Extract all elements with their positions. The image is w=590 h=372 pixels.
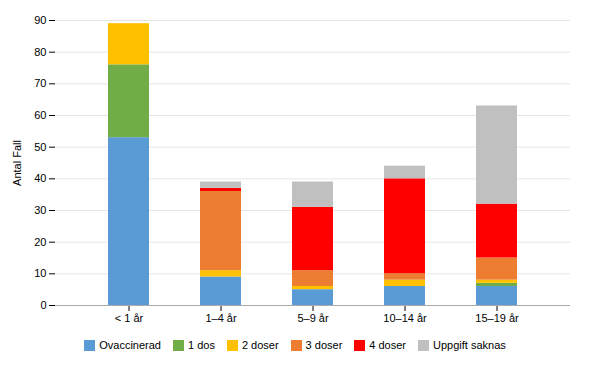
svg-text:Antal Fall: Antal Fall [11, 140, 23, 186]
svg-text:30: 30 [34, 204, 46, 216]
svg-text:0: 0 [40, 299, 46, 311]
svg-text:10–14 år: 10–14 år [383, 312, 427, 324]
svg-text:20: 20 [34, 236, 46, 248]
svg-text:80: 80 [34, 46, 46, 58]
svg-text:40: 40 [34, 172, 46, 184]
html-text:1 dos: 1 dos [188, 339, 215, 351]
svg-text:10: 10 [34, 267, 46, 279]
html-text:4 doser: 4 doser [369, 339, 406, 351]
html-text:2 doser: 2 doser [241, 339, 279, 351]
svg-text:5–9 år: 5–9 år [297, 312, 329, 324]
svg-text:1–4 år: 1–4 år [205, 312, 237, 324]
svg-text:50: 50 [34, 141, 46, 153]
svg-text:60: 60 [34, 109, 46, 121]
svg-text:< 1 år: < 1 år [115, 312, 144, 324]
svg-text:15–19 år: 15–19 år [475, 312, 519, 324]
html-text:Uppgift saknas: Uppgift saknas [433, 339, 506, 351]
html-text:Ovaccinerad: Ovaccinerad [99, 339, 161, 351]
svg-text:70: 70 [34, 77, 46, 89]
svg-text:90: 90 [34, 14, 46, 26]
html-text:3 doser: 3 doser [305, 339, 343, 351]
